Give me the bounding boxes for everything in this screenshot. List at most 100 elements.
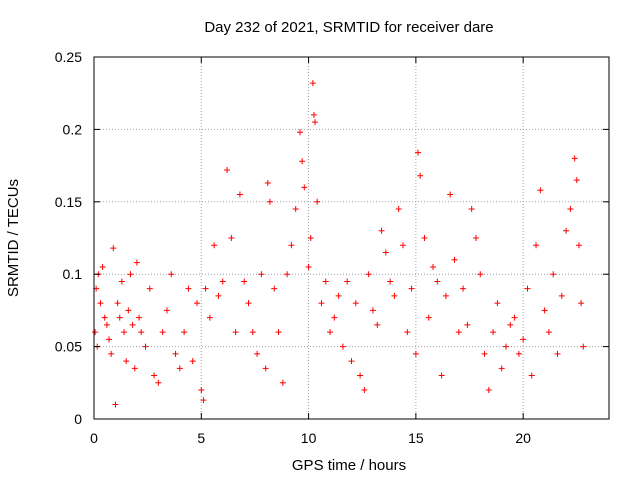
data-point: [430, 263, 437, 270]
data-point: [254, 350, 261, 357]
data-point: [236, 191, 243, 198]
data-point: [271, 285, 278, 292]
data-point: [322, 278, 329, 285]
data-point: [331, 314, 338, 321]
data-point: [464, 321, 471, 328]
data-point: [533, 242, 540, 249]
data-point: [545, 329, 552, 336]
data-point: [400, 242, 406, 249]
data-point: [412, 350, 419, 357]
plot-frame: [93, 56, 610, 420]
data-point: [357, 372, 364, 379]
data-point: [194, 300, 200, 307]
data-point: [447, 191, 454, 198]
y-tick-label: 0.2: [63, 121, 83, 137]
data-point: [455, 329, 462, 336]
data-point: [129, 321, 136, 328]
data-point: [528, 372, 535, 379]
data-point: [101, 314, 108, 321]
data-point: [307, 235, 314, 241]
data-point: [125, 307, 132, 314]
data-point: [155, 379, 162, 386]
data-point: [131, 365, 138, 372]
data-point: [348, 358, 355, 365]
data-point: [118, 278, 125, 285]
y-tick-labels: 0 0.05 0.1 0.15 0.2 0.25: [55, 49, 82, 427]
data-point: [374, 321, 381, 328]
data-point: [580, 343, 587, 350]
data-point: [365, 271, 372, 278]
axis-ticks: [93, 56, 609, 420]
data-point: [92, 329, 99, 336]
data-point: [451, 256, 458, 263]
data-point: [567, 206, 574, 213]
data-point: [558, 292, 565, 299]
data-point: [211, 242, 218, 249]
data-point: [477, 271, 484, 278]
data-point: [146, 285, 153, 292]
data-point: [138, 329, 145, 336]
data-point: [305, 263, 312, 270]
data-point: [395, 206, 402, 213]
data-point: [511, 314, 518, 321]
data-point: [309, 80, 316, 87]
data-point: [288, 242, 295, 249]
data-point: [335, 292, 342, 299]
data-point: [573, 177, 580, 184]
data-point: [369, 307, 376, 314]
data-point: [468, 206, 475, 213]
data-point: [228, 235, 235, 241]
data-point: [185, 285, 192, 292]
data-point: [299, 158, 306, 165]
chart-title: Day 232 of 2021, SRMTID for receiver dar…: [204, 19, 493, 36]
data-point: [503, 343, 509, 350]
data-point: [202, 285, 209, 292]
x-tick-label: 0: [90, 430, 98, 446]
data-point: [571, 155, 578, 162]
data-point: [541, 307, 548, 314]
data-point: [123, 358, 130, 365]
data-point: [97, 300, 104, 307]
data-point: [318, 300, 325, 307]
data-point: [442, 292, 449, 299]
data-point: [262, 365, 269, 372]
data-point: [279, 379, 286, 386]
data-point: [481, 350, 488, 357]
data-point: [387, 278, 394, 285]
data-point: [241, 278, 248, 285]
data-point: [472, 235, 479, 241]
data-point: [415, 149, 422, 156]
data-point: [224, 166, 231, 173]
data-point: [266, 198, 273, 205]
data-point: [189, 358, 196, 365]
data-point: [258, 271, 265, 278]
data-point: [404, 329, 411, 336]
data-point: [198, 387, 205, 394]
data-point: [106, 336, 113, 343]
y-tick-label: 0.05: [55, 339, 82, 355]
data-point: [206, 314, 213, 321]
data-point: [264, 179, 271, 186]
data-point: [575, 242, 582, 249]
data-point: [121, 329, 128, 336]
data-point: [116, 314, 123, 321]
data-point: [391, 292, 398, 299]
y-tick-label: 0.25: [55, 49, 82, 65]
x-tick-labels: 0 5 10 15 20: [90, 430, 531, 446]
data-point: [301, 184, 308, 191]
data-point: [498, 365, 505, 372]
x-tick-label: 20: [515, 430, 531, 446]
data-point: [219, 278, 226, 285]
data-point: [275, 329, 282, 336]
data-point: [460, 285, 467, 292]
data-points: [92, 80, 587, 408]
data-point: [490, 329, 497, 336]
data-point: [232, 329, 239, 336]
data-point: [136, 314, 143, 321]
data-point: [327, 329, 334, 336]
data-point: [159, 329, 166, 336]
data-point: [378, 227, 385, 234]
x-axis-title: GPS time / hours: [292, 457, 406, 474]
